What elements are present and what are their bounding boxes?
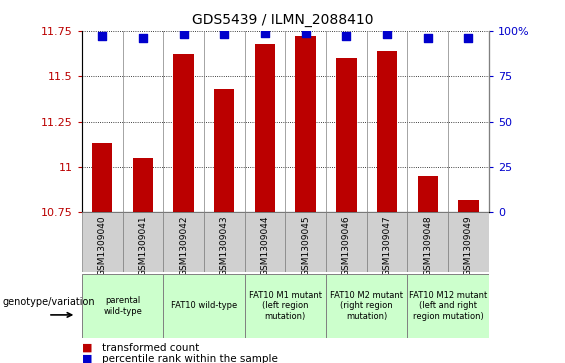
Bar: [418, 176, 438, 212]
Bar: [377, 51, 397, 212]
Text: FAT10 M1 mutant
(left region
mutation): FAT10 M1 mutant (left region mutation): [249, 291, 322, 321]
Text: ■: ■: [82, 343, 93, 353]
Bar: [173, 54, 194, 212]
Point: [342, 33, 351, 39]
Point: [98, 33, 107, 39]
Bar: [163, 212, 204, 272]
Text: FAT10 M2 mutant
(right region
mutation): FAT10 M2 mutant (right region mutation): [330, 291, 403, 321]
Bar: [123, 212, 163, 272]
Text: GSM1309049: GSM1309049: [464, 215, 473, 276]
Text: GSM1309044: GSM1309044: [260, 215, 270, 276]
Text: percentile rank within the sample: percentile rank within the sample: [102, 354, 277, 363]
Text: FAT10 M12 mutant
(left and right
region mutation): FAT10 M12 mutant (left and right region …: [409, 291, 487, 321]
Text: genotype/variation: genotype/variation: [3, 297, 95, 307]
Bar: [407, 274, 489, 338]
Point: [301, 30, 310, 36]
Bar: [336, 58, 357, 212]
Bar: [326, 274, 407, 338]
Text: transformed count: transformed count: [102, 343, 199, 353]
Bar: [458, 200, 479, 212]
Text: GSM1309043: GSM1309043: [220, 215, 229, 276]
Bar: [82, 212, 123, 272]
Text: FAT10 wild-type: FAT10 wild-type: [171, 301, 237, 310]
Point: [179, 32, 188, 37]
Point: [383, 32, 392, 37]
Bar: [295, 36, 316, 212]
Bar: [214, 89, 234, 212]
Bar: [367, 212, 407, 272]
Bar: [245, 274, 326, 338]
Point: [220, 32, 229, 37]
Text: GSM1309047: GSM1309047: [383, 215, 392, 276]
Bar: [163, 274, 245, 338]
Text: GSM1309041: GSM1309041: [138, 215, 147, 276]
Bar: [82, 274, 163, 338]
Text: GSM1309045: GSM1309045: [301, 215, 310, 276]
Bar: [285, 212, 326, 272]
Text: GSM1309042: GSM1309042: [179, 215, 188, 276]
Bar: [133, 158, 153, 212]
Bar: [92, 143, 112, 212]
Bar: [448, 212, 489, 272]
Text: GDS5439 / ILMN_2088410: GDS5439 / ILMN_2088410: [192, 13, 373, 27]
Text: GSM1309046: GSM1309046: [342, 215, 351, 276]
Point: [423, 35, 432, 41]
Bar: [245, 212, 285, 272]
Text: GSM1309048: GSM1309048: [423, 215, 432, 276]
Text: parental
wild-type: parental wild-type: [103, 296, 142, 315]
Bar: [255, 44, 275, 212]
Point: [464, 35, 473, 41]
Bar: [407, 212, 448, 272]
Point: [260, 30, 270, 36]
Text: ■: ■: [82, 354, 93, 363]
Point: [138, 35, 147, 41]
Bar: [326, 212, 367, 272]
Text: GSM1309040: GSM1309040: [98, 215, 107, 276]
Bar: [204, 212, 245, 272]
